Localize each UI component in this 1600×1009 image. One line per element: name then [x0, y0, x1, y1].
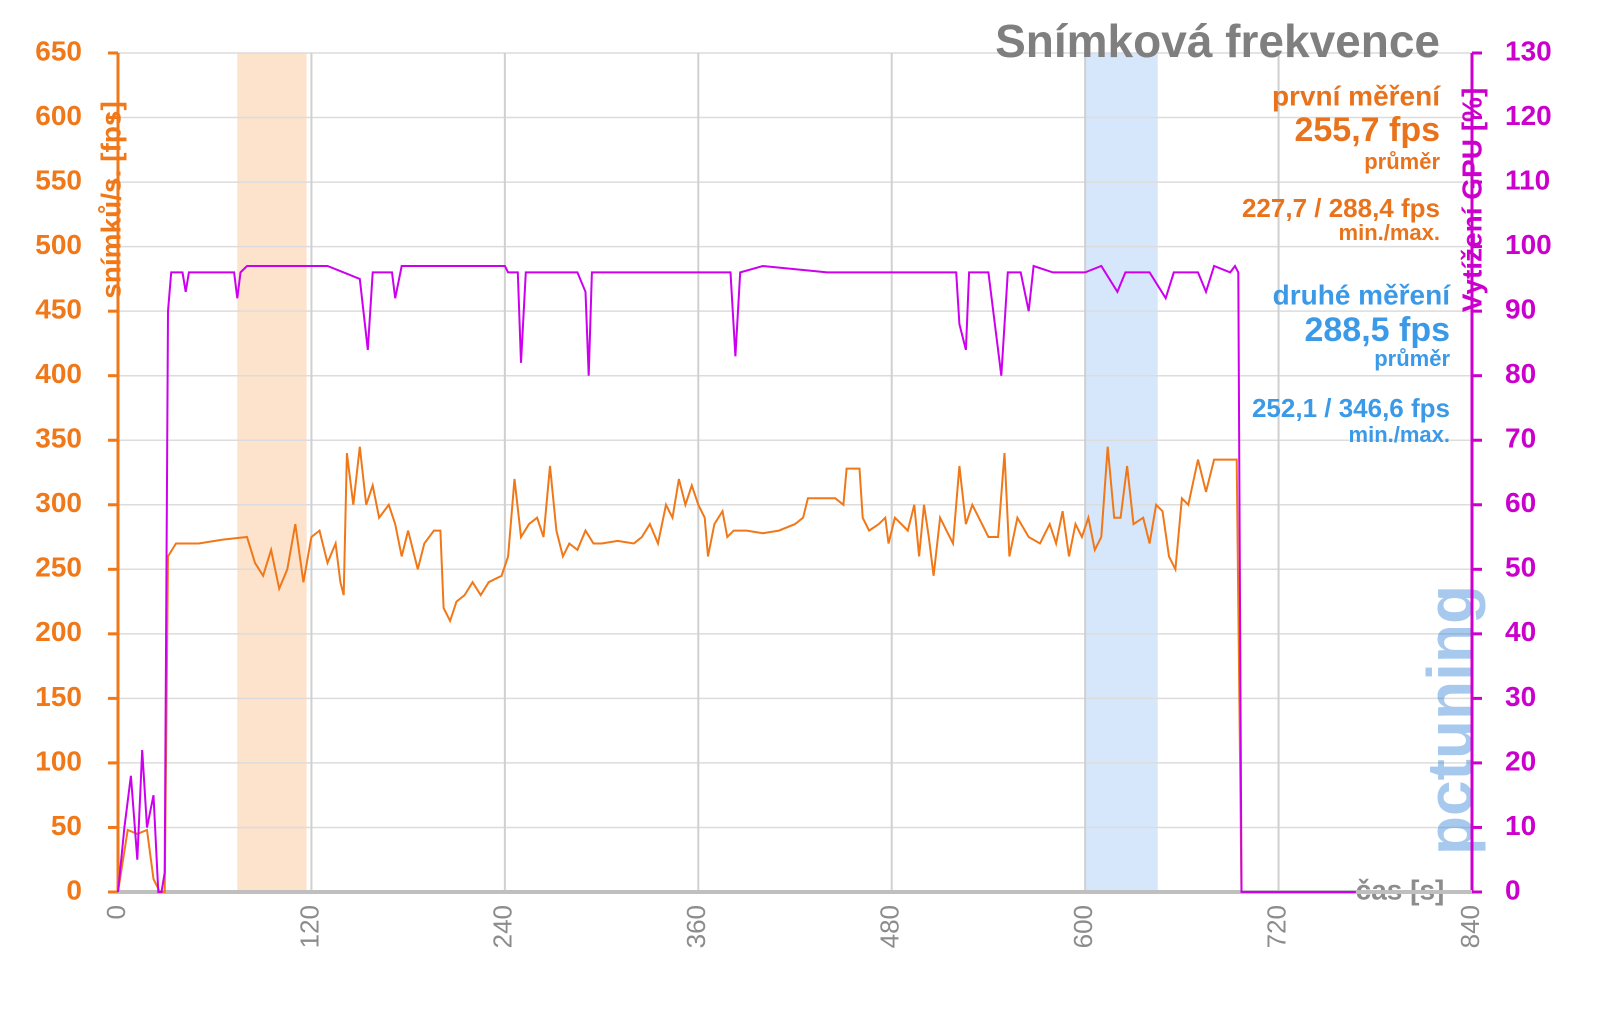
series-line — [117, 264, 1356, 893]
y-tick-label: 300 — [35, 487, 82, 518]
y2-tick-label: 10 — [1505, 810, 1536, 841]
x-tick-label: 840 — [1455, 905, 1485, 948]
annotation-label: první měření — [1272, 80, 1441, 111]
annotation-range-note: min./max. — [1339, 220, 1440, 245]
y-tick-label: 50 — [51, 810, 82, 841]
y-tick-label: 650 — [35, 35, 82, 66]
y2-tick-label: 80 — [1505, 358, 1536, 389]
y-tick-label: 200 — [35, 616, 82, 647]
x-tick-label: 600 — [1068, 905, 1098, 948]
y2-tick-label: 120 — [1505, 100, 1552, 131]
y2-tick-label: 50 — [1505, 552, 1536, 583]
highlight-band — [237, 53, 307, 892]
y-tick-label: 250 — [35, 552, 82, 583]
chart-title: Snímková frekvence — [995, 15, 1440, 67]
highlight-band — [1085, 53, 1158, 892]
y2-tick-label: 30 — [1505, 681, 1536, 712]
x-tick-label: 720 — [1261, 905, 1291, 948]
y2-tick-label: 100 — [1505, 229, 1552, 260]
x-tick-label: 0 — [101, 905, 131, 919]
y2-tick-label: 90 — [1505, 294, 1536, 325]
annotation-range: 252,1 / 346,6 fps — [1252, 393, 1450, 423]
annotation-value: 255,7 fps — [1294, 111, 1440, 149]
y-tick-label: 100 — [35, 745, 82, 776]
y2-tick-label: 0 — [1505, 874, 1521, 905]
annotation-range-note: min./max. — [1349, 422, 1450, 447]
y-tick-label: 500 — [35, 229, 82, 260]
y-tick-label: 450 — [35, 294, 82, 325]
x-tick-label: 360 — [681, 905, 711, 948]
y2-tick-label: 110 — [1505, 164, 1550, 195]
y-tick-label: 150 — [35, 681, 82, 712]
annotation-value: 288,5 fps — [1304, 311, 1450, 349]
series-line — [117, 446, 1247, 893]
y-tick-label: 400 — [35, 358, 82, 389]
plot-background — [117, 52, 1473, 893]
annotation-label: druhé měření — [1273, 279, 1452, 310]
annotation-note: průměr — [1364, 149, 1440, 174]
x-axis-label: čas [s] — [1356, 874, 1445, 905]
annotation-note: průměr — [1374, 346, 1450, 371]
x-tick-label: 240 — [488, 905, 518, 948]
y2-tick-label: 40 — [1505, 616, 1536, 647]
y-tick-label: 350 — [35, 423, 82, 454]
y-tick-label: 0 — [66, 874, 82, 905]
y2-tick-label: 60 — [1505, 487, 1536, 518]
y2-tick-label: 130 — [1505, 35, 1552, 66]
y2-tick-label: 20 — [1505, 745, 1536, 776]
watermark: pctuning — [1414, 585, 1486, 855]
y2-tick-label: 70 — [1505, 423, 1536, 454]
y-tick-label: 600 — [35, 100, 82, 131]
annotation-range: 227,7 / 288,4 fps — [1242, 193, 1440, 223]
x-tick-label: 120 — [294, 905, 324, 948]
x-tick-label: 480 — [875, 905, 905, 948]
y-tick-label: 550 — [35, 164, 82, 195]
y-axis-label: snímků/s. [fps] — [95, 101, 126, 299]
